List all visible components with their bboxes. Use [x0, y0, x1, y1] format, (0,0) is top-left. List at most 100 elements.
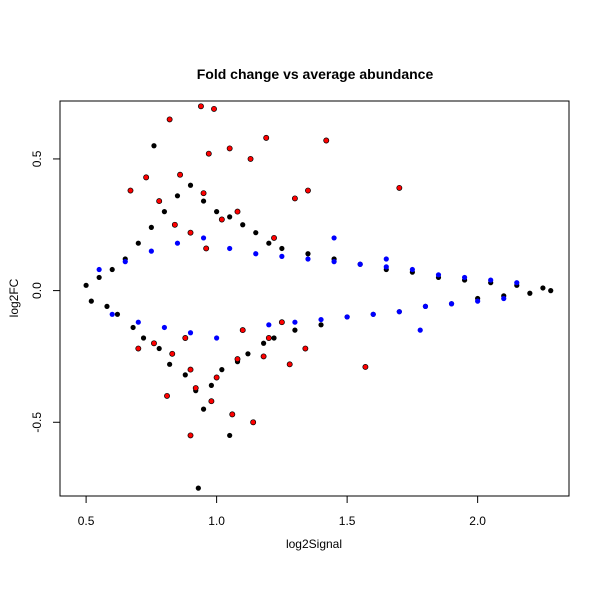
data-point-2-39: [239, 327, 246, 334]
data-point-2-32: [229, 411, 236, 418]
data-point-2-22: [151, 340, 157, 347]
data-point-0-7: [130, 324, 136, 331]
data-point-1-35: [331, 235, 337, 241]
data-point-2-19: [187, 229, 194, 236]
data-point-2-4: [323, 137, 330, 144]
data-point-0-33: [318, 322, 324, 328]
data-point-2-2: [166, 116, 173, 123]
data-point-0-10: [148, 224, 154, 230]
data-point-0-50: [540, 285, 546, 291]
data-point-2-7: [247, 155, 254, 162]
data-point-1-8: [200, 235, 207, 241]
data-point-2-26: [234, 356, 241, 363]
data-point-2-27: [260, 353, 267, 360]
data-point-2-0: [197, 103, 204, 110]
data-point-2-16: [234, 208, 241, 215]
data-point-1-28: [461, 274, 468, 281]
data-point-1-19: [344, 314, 350, 320]
data-point-1-17: [318, 316, 324, 323]
data-point-1-29: [475, 298, 481, 304]
data-point-1-6: [174, 240, 181, 246]
data-point-2-10: [305, 187, 311, 194]
data-point-0-1: [88, 298, 94, 304]
y-tick-label-2: 0.5: [30, 150, 44, 167]
data-point-2-28: [286, 361, 293, 368]
data-point-0-8: [135, 240, 141, 246]
data-point-2-21: [203, 245, 210, 252]
data-point-2-31: [208, 398, 215, 405]
data-point-2-33: [250, 419, 257, 426]
data-point-2-29: [192, 385, 199, 391]
data-point-1-7: [187, 330, 194, 336]
data-point-1-16: [305, 256, 311, 262]
data-point-0-56: [200, 406, 207, 412]
x-tick-label-3: 2.0: [469, 514, 486, 528]
points-layer: [83, 103, 554, 491]
data-point-1-15: [292, 319, 298, 325]
data-point-1-30: [488, 277, 494, 283]
data-point-2-12: [291, 195, 298, 202]
x-tick-label-1: 1.0: [208, 514, 225, 528]
data-point-1-34: [383, 256, 389, 262]
data-point-2-17: [218, 216, 225, 223]
x-tick-label-2: 1.5: [339, 514, 356, 528]
data-point-1-5: [161, 324, 168, 331]
data-point-2-40: [278, 319, 285, 326]
data-point-0-5: [114, 311, 121, 317]
data-point-2-8: [177, 171, 184, 178]
data-point-0-52: [195, 485, 201, 491]
data-point-1-26: [435, 272, 442, 278]
data-point-1-18: [331, 259, 337, 265]
x-axis: 0.5 1.0 1.5 2.0: [78, 495, 486, 528]
data-point-2-3: [263, 134, 270, 141]
data-point-0-18: [200, 198, 207, 204]
data-point-2-35: [362, 364, 369, 370]
data-point-1-27: [448, 301, 455, 307]
data-point-0-49: [527, 290, 533, 296]
data-point-0-4: [109, 266, 115, 273]
data-point-2-9: [396, 184, 403, 191]
data-point-1-22: [383, 264, 389, 270]
data-point-2-5: [226, 145, 233, 152]
data-point-0-29: [271, 335, 277, 341]
data-point-1-23: [396, 309, 402, 315]
data-point-2-24: [187, 366, 194, 373]
data-point-2-6: [205, 150, 212, 157]
data-point-2-37: [265, 335, 272, 341]
data-point-0-27: [261, 340, 267, 346]
data-point-2-34: [187, 432, 194, 439]
data-point-0-51: [548, 288, 554, 294]
data-point-0-31: [292, 327, 298, 333]
data-point-1-12: [253, 251, 259, 257]
x-tick-label-0: 0.5: [78, 514, 95, 528]
data-point-2-23: [169, 350, 176, 357]
data-point-2-25: [213, 374, 220, 381]
data-point-2-38: [135, 345, 142, 352]
data-point-0-20: [214, 209, 220, 215]
data-point-1-10: [227, 245, 233, 252]
data-point-2-15: [156, 198, 163, 205]
data-point-0-12: [161, 209, 168, 215]
data-point-1-21: [370, 311, 376, 317]
data-point-2-41: [182, 335, 189, 341]
data-point-0-26: [253, 230, 259, 236]
data-point-0-28: [266, 240, 272, 246]
data-point-1-3: [135, 319, 141, 325]
data-point-0-25: [245, 351, 251, 357]
data-point-0-11: [156, 345, 162, 352]
data-point-2-13: [143, 174, 150, 181]
data-point-1-0: [96, 266, 102, 273]
y-tick-label-0: -0.5: [30, 412, 44, 433]
data-point-2-20: [271, 234, 277, 241]
y-tick-label-1: 0.0: [30, 282, 44, 299]
data-point-1-13: [266, 322, 272, 328]
data-point-1-9: [214, 335, 220, 341]
data-point-2-36: [302, 345, 309, 352]
data-point-0-16: [187, 182, 194, 188]
data-point-2-11: [200, 190, 207, 197]
data-point-0-54: [151, 143, 157, 149]
data-point-0-21: [219, 367, 225, 373]
